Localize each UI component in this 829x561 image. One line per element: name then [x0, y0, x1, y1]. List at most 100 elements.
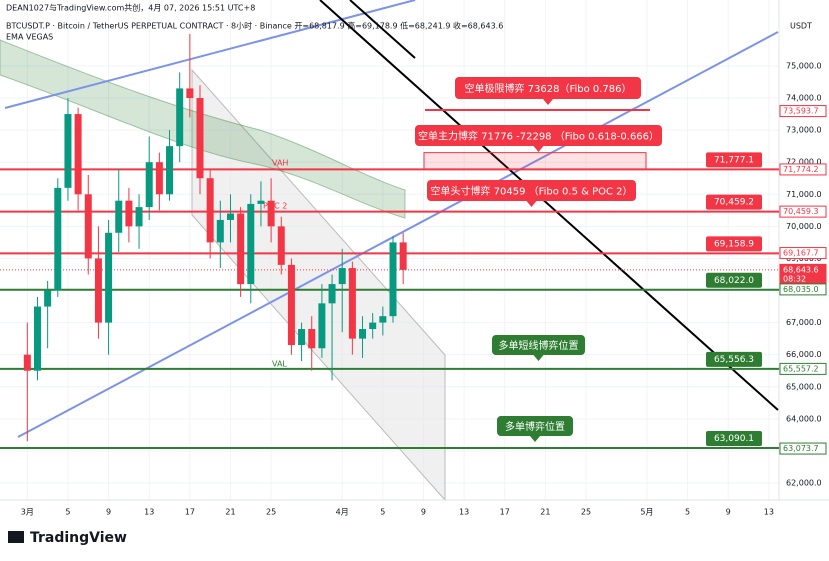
candle-body [196, 98, 204, 179]
candle-body [379, 316, 387, 323]
annotation-text: 空单头寸博弈 70459 （Fibo 0.5 & POC 2） [430, 185, 632, 198]
x-tick-label: 5 [65, 508, 70, 517]
x-tick-label: 5 [380, 508, 385, 517]
annotation-box [492, 335, 585, 355]
price-tag-label: 71,774.2 [783, 165, 819, 174]
indicator: EMA VEGAS [6, 33, 53, 42]
profile-label: VAH [272, 159, 288, 168]
symbol-info: BTCUSDT.P · Bitcoin / TetherUS PERPETUAL… [6, 21, 503, 31]
x-tick-label: 17 [500, 508, 510, 517]
price-tag-label: 63,073.7 [783, 444, 819, 453]
annotation-pointer [530, 436, 540, 442]
price-tag [779, 247, 827, 260]
price-tag-label: 68,035.0 [783, 285, 819, 294]
profile-label: VAL [272, 360, 287, 369]
currency: USDT [790, 22, 812, 31]
price-tag [779, 283, 827, 296]
trend-line [349, 0, 416, 59]
candle-body [23, 354, 31, 371]
level-label-box [706, 351, 762, 367]
candle-body [216, 219, 224, 243]
candle-body [308, 329, 316, 349]
candle-body [389, 242, 397, 317]
annotation-pointer [526, 201, 537, 207]
price-tag-label: 69,167.7 [783, 249, 819, 258]
logo-mark [8, 531, 24, 543]
zone [423, 152, 647, 170]
y-tick-label: 75,000.0 [786, 61, 822, 70]
candle-body [226, 213, 234, 220]
annotation-pointer [543, 99, 553, 105]
y-tick-label: 73,000.0 [786, 126, 822, 135]
candle-body [287, 264, 295, 346]
x-tick-label: 9 [421, 508, 426, 517]
y-tick-label: 65,000.0 [786, 382, 822, 391]
candle-body [33, 306, 41, 371]
candle-body [125, 200, 133, 227]
candle-body [64, 114, 72, 188]
candle-body [318, 303, 326, 349]
candle-body [44, 290, 52, 307]
candle-body [348, 268, 356, 339]
candle-body [399, 242, 407, 270]
price-tag-label: 73,593.7 [783, 107, 819, 116]
price-tag [779, 163, 827, 176]
candle-body [84, 194, 92, 259]
y-tick-label: 71,000.0 [786, 190, 822, 199]
x-tick-label: 21 [225, 508, 235, 517]
x-tick-label: 21 [540, 508, 550, 517]
logo: TradingView [30, 530, 127, 546]
candle-body [359, 329, 367, 339]
candle-body [105, 232, 113, 323]
profile-label: POC 2 [263, 202, 287, 211]
annotation-text: 多单短线博弈位置 [499, 339, 579, 352]
x-tick-label: 9 [726, 508, 731, 517]
annotation-box [415, 125, 662, 146]
annotation-text: 空单极限博弈 73628（Fibo 0.786） [464, 82, 631, 95]
price-tag-label: 68,643.6 [783, 265, 819, 274]
candle-body [155, 162, 163, 195]
level-label-box [706, 272, 762, 288]
level-label: 63,090.1 [714, 434, 754, 444]
candle-body [277, 226, 285, 265]
candle-body [328, 284, 336, 304]
x-tick-label: 4月 [336, 508, 349, 517]
countdown: 08:32 [783, 274, 806, 283]
x-tick-label: 5月 [640, 508, 653, 517]
y-tick-label: 72,000.0 [786, 158, 822, 167]
candle-body [369, 322, 377, 330]
level-label: 71,777.1 [714, 155, 754, 165]
level-label: 69,158.9 [714, 239, 754, 249]
trend-line [319, 0, 779, 411]
x-tick-label: 13 [144, 508, 154, 517]
y-tick-label: 64,000.0 [786, 414, 822, 423]
annotation-box [427, 180, 636, 201]
annotation-text: 空单主力博弈 71776 -72298 （Fibo 0.618-0.666） [418, 130, 659, 143]
candle-body [94, 258, 102, 323]
x-tick-label: 25 [581, 508, 591, 517]
x-tick-label: 25 [266, 508, 276, 517]
level-label-box [706, 152, 762, 168]
candle-body [166, 146, 174, 195]
credit: DEAN1027与TradingView.com共创，4月 07, 2026 1… [6, 3, 255, 13]
candle-body [145, 162, 153, 208]
price-tag [779, 105, 827, 118]
candle-body [298, 329, 306, 346]
y-tick-label: 66,000.0 [786, 350, 822, 359]
y-tick-label: 67,000.0 [786, 318, 822, 327]
annotation-box [497, 416, 573, 436]
level-label: 70,459.2 [714, 198, 754, 208]
x-tick-label: 5 [685, 508, 690, 517]
trend-line [4, 0, 416, 109]
candle-body [54, 187, 62, 291]
candle-body [257, 200, 265, 204]
candle-body [115, 200, 123, 233]
x-tick-label: 17 [185, 508, 195, 517]
price-tag [779, 362, 827, 375]
annotation-pointer [533, 146, 544, 152]
price-tag [779, 205, 827, 218]
candle-body [176, 88, 184, 147]
level-label-box [706, 236, 762, 252]
